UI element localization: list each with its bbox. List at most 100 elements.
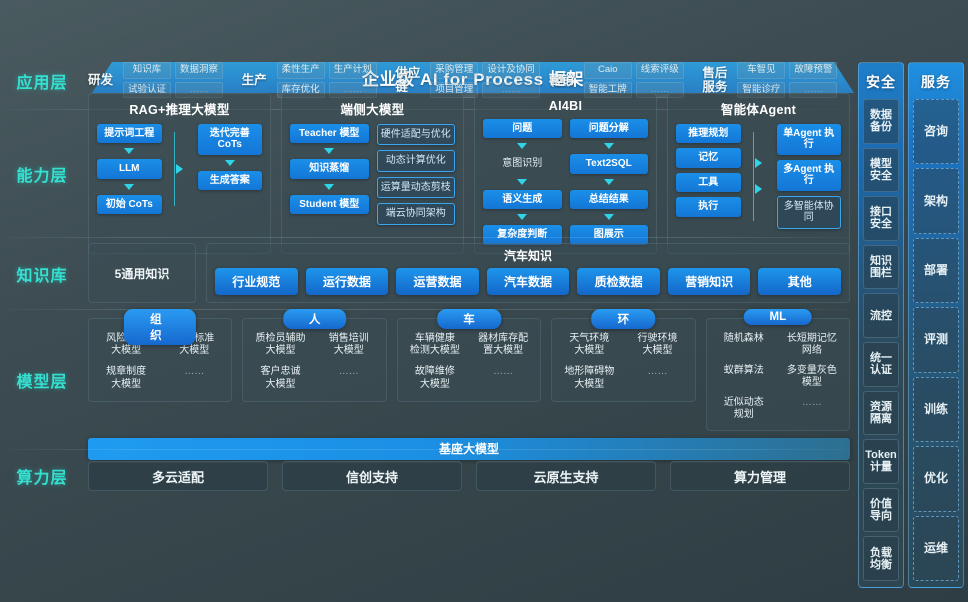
arrow-down-icon [517,143,528,149]
compute-item[interactable]: 多云适配 [88,461,268,491]
capability-node[interactable]: 单Agent 执行 [776,123,841,155]
model-item[interactable]: 长短期记忆 网络 [786,332,837,357]
security-rail-item[interactable]: 资源隔离 [863,390,899,436]
application-chip[interactable]: 生产计划 [328,62,377,79]
knowledge-pill[interactable]: 运营数据 [396,268,479,295]
model-item[interactable]: 客户忠诚 大模型 [260,366,301,390]
capability-node[interactable]: 问题分解 [569,118,648,138]
knowledge-pill[interactable]: 运行数据 [305,268,389,295]
compute-item[interactable]: 算力管理 [670,461,850,491]
capability-node[interactable]: 意图识别 [502,158,543,169]
capability-node[interactable]: 复杂度判断 [483,225,562,245]
security-rail-item[interactable]: 接口安全 [863,196,899,241]
application-chip[interactable]: 知识库 [123,62,172,79]
capability-node[interactable]: 初始 CoTs [97,194,162,214]
model-item[interactable]: 质检员辅助 大模型 [255,332,306,357]
service-rail-title: 服务 [921,74,951,90]
capability-footer-node: 多智能体协同 [776,195,841,229]
capability-columns: 提示词工程 LLM 初始 CoTs 迭代完善 CoTs 生成答案 [97,123,262,215]
capability-node[interactable]: 图展示 [569,225,648,245]
model-item[interactable]: 蚁群算法 [723,364,764,376]
knowledge-pill[interactable]: 营销知识 [667,268,751,295]
security-rail-item[interactable]: 数据备份 [863,99,899,144]
knowledge-pill[interactable]: 质检数据 [577,268,660,295]
service-rail-item[interactable]: 优化 [913,446,959,512]
capability-card: 智能体Agent 推理规划 记忆 工具 执行 单Agent 执行 多Agent 执行 多智能体… [667,92,850,254]
application-chip[interactable]: 故障预警 [789,62,838,79]
capability-node[interactable]: Teacher 模型 [290,123,369,143]
compute-item[interactable]: 信创支持 [282,461,462,491]
service-rail-item[interactable]: 评测 [913,307,959,373]
capability-columns: 推理规划记忆工具执行 单Agent 执行 多Agent 执行 多智能体协同 [676,123,841,229]
knowledge-pill[interactable]: 汽车数据 [486,268,570,295]
model-item[interactable]: 近似动态 规划 [723,396,764,421]
application-chip[interactable]: 柔性生产 [276,62,325,79]
model-cards: 组织风险管理大模型行业标准大模型规章制度大模型……人质检员辅助大模型销售培训大模… [84,301,856,431]
capability-node[interactable]: Text2SQL [569,154,648,174]
model-item[interactable]: …… [338,366,359,377]
capability-node[interactable]: 工具 [676,172,741,192]
model-card: ML 随机森林 长短期记忆 网络 蚁群算法 多变量灰色 模型 近似动态 规划 …… [705,308,851,431]
knowledge-pill[interactable]: 其他 [758,268,842,295]
capability-node[interactable]: 迭代完善 CoTs [197,123,262,155]
model-item[interactable]: 地形障碍物 大模型 [564,366,615,390]
security-rail-item[interactable]: 流控 [863,293,899,338]
model-item[interactable]: …… [184,366,205,377]
application-chip[interactable]: 采购管理 [430,62,479,79]
capability-node[interactable]: 运算量动态剪枝 [376,176,455,198]
service-rail-item[interactable]: 咨询 [913,99,959,165]
model-item[interactable]: …… [647,366,668,377]
base-model-bar[interactable]: 基座大模型 [88,437,850,460]
security-rail-item[interactable]: 模型安全 [863,147,899,193]
service-rail-item[interactable]: 架构 [913,168,959,234]
model-item[interactable]: 行驶环境 大模型 [637,332,678,357]
knowledge-pill[interactable]: 行业规范 [215,268,298,295]
capability-node[interactable]: 问题 [483,118,562,138]
capability-node[interactable]: 生成答案 [197,170,262,190]
service-rail-item[interactable]: 训练 [913,376,959,443]
model-card: 车车辆健康 检测大模型 器材库存配 置大模型 故障维修 大模型 …… [396,308,542,402]
model-item[interactable]: 车辆健康 检测大模型 [409,332,460,357]
capability-node[interactable]: LLM [97,159,162,179]
capability-node[interactable]: 记忆 [676,148,741,168]
compute-item[interactable]: 云原生支持 [476,461,656,491]
model-item[interactable]: 随机森林 [723,332,764,344]
capability-node[interactable]: 硬件适配与优化 [376,123,455,145]
security-rail-item[interactable]: 价值导向 [863,487,899,533]
capability-node[interactable]: 动态计算优化 [376,150,455,172]
application-chip[interactable]: 车智见 [737,62,786,79]
general-knowledge-box[interactable]: 5通用知识 [88,243,196,303]
capability-node[interactable]: 执行 [676,197,741,217]
capability-node[interactable]: 知识蒸馏 [290,159,369,179]
application-group-name: 研发 [88,72,114,87]
arrow-down-icon [324,148,335,154]
arrow-right-icon [755,184,762,194]
security-rail-item[interactable]: 负载均衡 [863,536,899,581]
capability-node[interactable]: 多Agent 执行 [776,159,841,191]
model-item[interactable]: …… [493,366,514,377]
model-item[interactable]: …… [801,396,822,408]
model-item[interactable]: 器材库存配 置大模型 [478,332,529,357]
application-chip[interactable]: 线索评级 [635,62,684,79]
model-item[interactable]: 天气环境 大模型 [569,332,610,357]
service-rail-item[interactable]: 部署 [913,237,959,304]
capability-node[interactable]: 提示词工程 [97,123,162,143]
capability-node[interactable]: 端云协同架构 [376,203,455,225]
model-item[interactable]: 规章制度 大模型 [106,366,147,390]
security-rail-item[interactable]: 统一认证 [863,341,899,387]
capability-node[interactable]: 推理规划 [676,123,741,143]
application-chip[interactable]: Caio [583,62,632,79]
capability-node[interactable]: 语义生成 [483,189,562,209]
capability-node[interactable]: Student 模型 [290,194,369,214]
security-rail-item[interactable]: 知识围栏 [863,244,899,290]
capability-column-right: 迭代完善 CoTs 生成答案 [197,123,262,215]
model-item[interactable]: 多变量灰色 模型 [786,364,837,389]
capability-node[interactable]: 总结结果 [569,189,648,209]
application-chip[interactable]: 数据洞察 [175,62,224,79]
model-item[interactable]: 故障维修 大模型 [414,366,455,390]
capability-layer: 能力层 RAG+推理大模型 提示词工程 LLM 初始 CoTs 迭代完善 CoTs 生成答… [0,92,856,254]
model-item[interactable]: 销售培训 大模型 [328,332,369,357]
service-rail-item[interactable]: 运维 [913,515,959,581]
security-rail-item[interactable]: Token计量 [863,439,899,484]
application-chip[interactable]: 设计及协同 [482,62,540,79]
